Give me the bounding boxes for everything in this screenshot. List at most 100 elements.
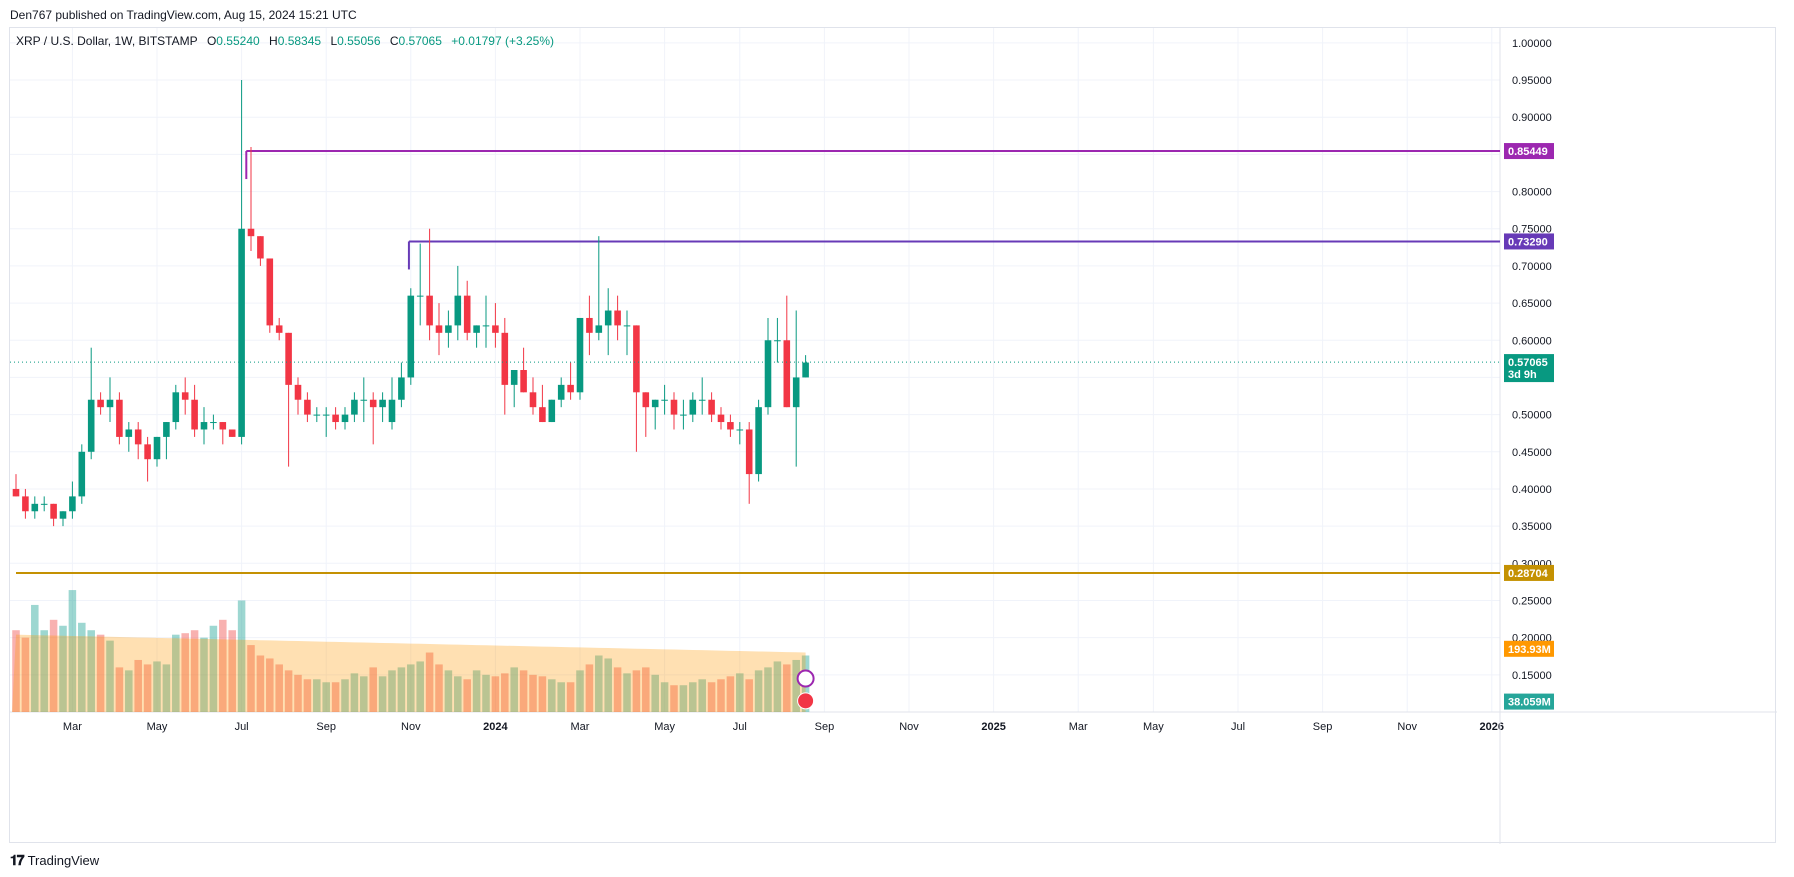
volume-bar: [407, 664, 415, 712]
candle-body: [247, 228, 255, 237]
volume-bar: [623, 673, 631, 712]
candle-body: [792, 377, 800, 408]
candle-body: [285, 332, 292, 385]
volume-bar: [247, 645, 255, 712]
y-tick-label: 1.00000: [1512, 38, 1552, 50]
volume-bar: [510, 667, 518, 712]
close-value: 0.57065: [398, 34, 442, 48]
volume-bar: [96, 634, 105, 712]
candle-body: [50, 503, 57, 519]
open-value: 0.55240: [216, 34, 260, 48]
volume-badge-label: 38.059M: [1508, 697, 1551, 709]
volume-bar: [557, 682, 565, 712]
volume-bar: [416, 661, 424, 712]
volume-bar: [632, 670, 641, 712]
candle-body: [12, 488, 20, 497]
candle-body: [783, 340, 791, 408]
candle-body: [567, 384, 574, 393]
volume-bar: [360, 676, 368, 712]
x-tick-label: May: [147, 721, 168, 733]
candle-body: [680, 414, 687, 416]
candle-body: [172, 392, 180, 423]
candle-body: [548, 399, 556, 423]
candle-body: [322, 414, 330, 416]
volume-bar: [106, 640, 114, 712]
tradingview-brand: TradingView: [27, 853, 100, 868]
chart-frame[interactable]: 1.000000.950000.900000.850000.800000.750…: [9, 27, 1777, 844]
x-tick-label: 2025: [981, 721, 1005, 733]
x-tick-label: Sep: [316, 721, 336, 733]
tradingview-footer[interactable]: 𝟏𝟕 TradingView: [10, 852, 99, 869]
volume-bar: [209, 625, 218, 712]
volume-bar: [59, 625, 67, 712]
volume-bar: [275, 664, 283, 712]
volume-bar: [792, 659, 800, 712]
candle-body: [416, 295, 424, 297]
x-tick-label: Jul: [235, 721, 249, 733]
volume-badge: [1504, 693, 1554, 710]
open-label: O: [206, 34, 217, 48]
volume-bar: [613, 667, 622, 712]
change-value: +0.01797 (+3.25%): [451, 34, 555, 48]
price-chart[interactable]: 1.000000.950000.900000.850000.800000.750…: [10, 28, 1777, 844]
candle-body: [407, 295, 415, 378]
candle-body: [520, 370, 527, 393]
volume-bar: [472, 670, 481, 712]
close-label: C: [389, 34, 399, 48]
volume-bar: [200, 637, 208, 712]
volume-bar: [21, 637, 30, 712]
volume-bar: [463, 679, 471, 712]
candle-body: [332, 414, 339, 423]
x-tick-label: Mar: [571, 721, 590, 733]
y-tick-label: 0.90000: [1512, 112, 1552, 124]
x-tick-label: Jul: [1231, 721, 1245, 733]
volume-bar: [642, 667, 650, 712]
candle-body: [576, 317, 584, 393]
candle-body: [97, 399, 104, 408]
volume-bar: [219, 619, 227, 712]
candle-body: [69, 496, 76, 512]
current-price-badge: [1504, 354, 1554, 383]
symbol-title[interactable]: XRP / U.S. Dollar, 1W, BITSTAMP: [16, 34, 198, 48]
volume-bar: [689, 682, 697, 712]
volume-bar: [341, 679, 349, 712]
candle-body: [219, 422, 227, 430]
y-tick-label: 0.80000: [1512, 187, 1552, 199]
candle-body: [266, 258, 274, 326]
candle-body: [595, 325, 603, 333]
volume-badge-label: 193.93M: [1508, 644, 1551, 656]
volume-bar: [491, 676, 500, 712]
volume-bar: [548, 679, 556, 712]
volume-bar: [783, 664, 791, 712]
candle-body: [238, 228, 245, 437]
volume-bar: [754, 670, 763, 712]
x-tick-label: Jul: [733, 721, 747, 733]
y-tick-label: 0.35000: [1512, 521, 1552, 533]
x-tick-label: May: [654, 721, 675, 733]
candle-body: [764, 340, 772, 408]
volume-bar: [256, 655, 265, 712]
candle-body: [294, 384, 302, 400]
candle-body: [398, 377, 405, 400]
candle-body: [125, 429, 133, 437]
volume-bar: [134, 659, 142, 712]
volume-bar: [679, 685, 688, 712]
volume-bar: [237, 600, 246, 712]
candle-body: [445, 325, 452, 333]
volume-bar: [284, 670, 293, 712]
candle-body: [426, 295, 433, 326]
volume-bar: [773, 661, 782, 712]
candle-body: [163, 422, 170, 437]
candle-body: [304, 399, 311, 415]
candle-body: [473, 325, 480, 333]
volume-bar: [595, 655, 603, 712]
volume-bar: [651, 674, 659, 712]
candle-body: [454, 295, 462, 326]
candle-body: [388, 399, 396, 423]
current-price-label: 0.57065: [1508, 357, 1548, 369]
y-tick-label: 0.15000: [1512, 670, 1552, 682]
volume-bar: [717, 679, 725, 712]
volume-bar: [266, 658, 274, 712]
volume-bar: [125, 670, 133, 712]
candle-body: [379, 399, 386, 408]
